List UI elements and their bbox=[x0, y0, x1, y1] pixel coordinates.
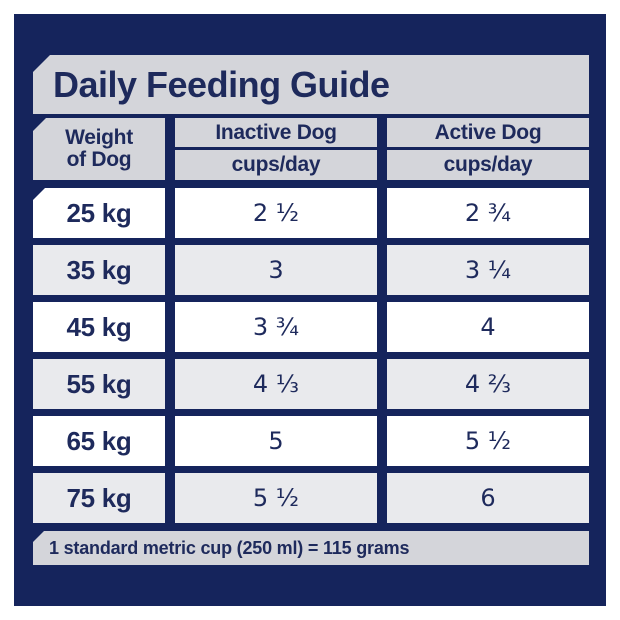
inactive-value-cell: 3 ¾ bbox=[175, 302, 377, 352]
weight-cell: 55 kg bbox=[33, 359, 165, 409]
footer-note: 1 standard metric cup (250 ml) = 115 gra… bbox=[33, 531, 589, 565]
active-value-cell: 3 ¼ bbox=[387, 245, 589, 295]
inactive-value-cell: 2 ½ bbox=[175, 188, 377, 238]
inactive-value-cell: 4 ⅓ bbox=[175, 359, 377, 409]
inactive-value-cell: 5 ½ bbox=[175, 473, 377, 523]
header-divider bbox=[175, 147, 377, 150]
feeding-guide-content: Daily Feeding Guide Weight of Dog Inacti… bbox=[33, 55, 589, 565]
inactive-value-cell: 5 bbox=[175, 416, 377, 466]
active-value-cell: 2 ¾ bbox=[387, 188, 589, 238]
weight-cell: 25 kg bbox=[33, 188, 165, 238]
col-header-weight: Weight of Dog bbox=[33, 118, 165, 180]
title-bar: Daily Feeding Guide bbox=[33, 55, 589, 114]
col-header-inactive: Inactive Dog cups/day bbox=[175, 118, 377, 180]
feeding-guide-panel: Daily Feeding Guide Weight of Dog Inacti… bbox=[14, 14, 606, 606]
weight-cell: 45 kg bbox=[33, 302, 165, 352]
active-dog-label: Active Dog bbox=[434, 120, 542, 144]
inactive-value-cell: 3 bbox=[175, 245, 377, 295]
weight-cell: 75 kg bbox=[33, 473, 165, 523]
weight-cell: 35 kg bbox=[33, 245, 165, 295]
weight-cell: 65 kg bbox=[33, 416, 165, 466]
active-value-cell: 5 ½ bbox=[387, 416, 589, 466]
table-body: 25 kg 2 ½ 2 ¾ 35 kg 3 3 ¼ 45 kg 3 ¾ 4 55… bbox=[33, 188, 589, 523]
inactive-units-label: cups/day bbox=[231, 153, 321, 176]
active-value-cell: 4 ⅔ bbox=[387, 359, 589, 409]
table-header-row: Weight of Dog Inactive Dog cups/day Acti… bbox=[33, 118, 589, 180]
active-value-cell: 4 bbox=[387, 302, 589, 352]
active-units-label: cups/day bbox=[443, 153, 533, 176]
page-title: Daily Feeding Guide bbox=[53, 63, 390, 105]
col-header-active: Active Dog cups/day bbox=[387, 118, 589, 180]
weight-header-line2: of Dog bbox=[66, 148, 132, 171]
header-divider bbox=[387, 147, 589, 150]
inactive-dog-label: Inactive Dog bbox=[215, 120, 337, 144]
weight-header-line1: Weight bbox=[65, 125, 133, 149]
active-value-cell: 6 bbox=[387, 473, 589, 523]
